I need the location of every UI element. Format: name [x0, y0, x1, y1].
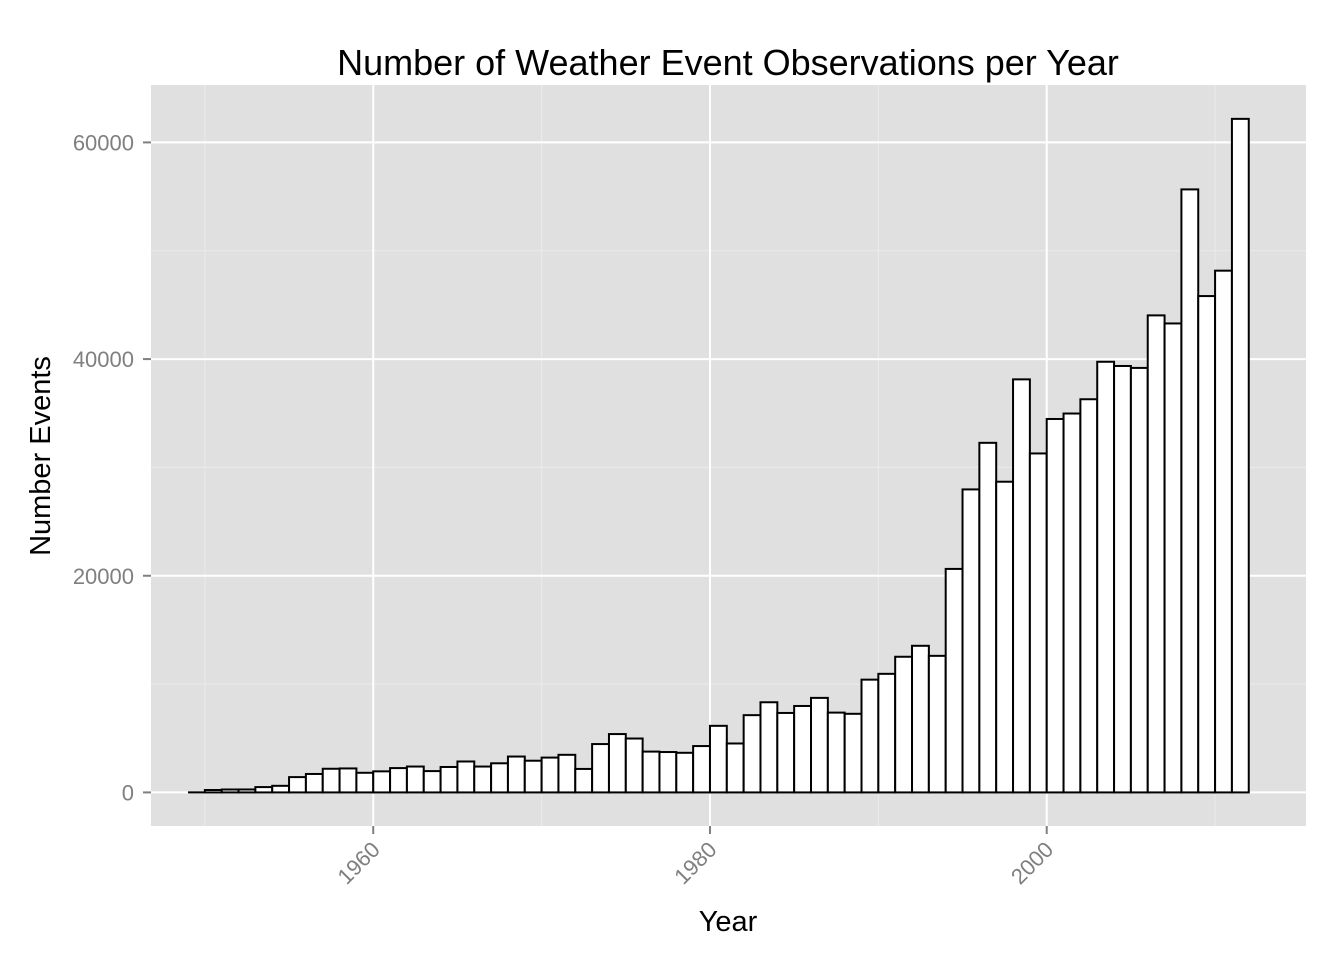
- bar-1966: [473, 765, 493, 794]
- bar-1962: [405, 765, 425, 794]
- bar-1957: [321, 767, 341, 794]
- x-tick-label: 1980: [669, 837, 721, 889]
- bar-2008: [1180, 188, 1200, 794]
- bar-1955: [288, 776, 307, 794]
- bar-1996: [978, 441, 998, 794]
- x-axis-title: Year: [699, 906, 758, 938]
- bar-1969: [523, 759, 543, 794]
- bar-1998: [1012, 378, 1031, 794]
- y-axis: 0 20000 40000 60000: [73, 130, 151, 805]
- bar-2005: [1129, 366, 1149, 794]
- bar-1991: [894, 655, 914, 794]
- bar-2010: [1214, 269, 1233, 794]
- bar-1979: [692, 745, 711, 794]
- bar-1995: [961, 488, 981, 794]
- y-tick-label: 60000: [73, 130, 134, 155]
- bar-2006: [1146, 314, 1166, 794]
- bar-1987: [826, 711, 846, 794]
- bar-1984: [776, 711, 796, 794]
- bar-1982: [742, 714, 762, 794]
- bar-2000: [1045, 417, 1065, 794]
- bar-1981: [725, 742, 745, 794]
- bar-1963: [422, 770, 442, 794]
- bar-1958: [338, 767, 358, 794]
- bar-1968: [506, 755, 526, 794]
- bar-1972: [574, 767, 594, 794]
- bar-1964: [439, 765, 459, 794]
- bar-1952: [237, 788, 257, 794]
- bar-1967: [490, 762, 509, 794]
- bar-1980: [708, 724, 728, 794]
- bar-1983: [759, 701, 779, 794]
- bar-1975: [624, 737, 644, 794]
- bar-1988: [843, 712, 863, 794]
- bar-1997: [995, 480, 1015, 794]
- bar-1951: [220, 788, 240, 794]
- x-tick-label: 2000: [1006, 837, 1058, 889]
- bar-1973: [591, 743, 610, 794]
- bar-1990: [877, 672, 897, 794]
- y-axis-title: Number Events: [25, 356, 57, 556]
- bar-1953: [254, 786, 274, 794]
- bar-1985: [793, 704, 813, 794]
- bar-1976: [641, 750, 661, 794]
- bar-1993: [927, 654, 947, 794]
- bar-1977: [658, 751, 678, 794]
- bar-1994: [944, 567, 964, 794]
- bars: [188, 117, 1250, 794]
- bar-2002: [1079, 398, 1099, 794]
- y-tick-label: 0: [122, 780, 134, 805]
- bar-1960: [372, 770, 392, 794]
- y-tick-label: 40000: [73, 347, 134, 372]
- bar-2007: [1163, 322, 1183, 794]
- bar-1950: [203, 789, 223, 794]
- bar-2011: [1230, 117, 1250, 794]
- bar-2009: [1197, 295, 1217, 794]
- bar-1999: [1028, 452, 1048, 794]
- bar-1956: [304, 772, 324, 794]
- bar-2003: [1096, 360, 1116, 794]
- bar-2001: [1062, 412, 1082, 794]
- bar-1961: [389, 767, 408, 794]
- x-tick-label: 1960: [332, 837, 384, 889]
- bar-1970: [540, 756, 560, 794]
- bar-1992: [911, 644, 930, 794]
- bar-1986: [810, 696, 829, 794]
- bar-1978: [675, 751, 695, 794]
- bar-1974: [607, 733, 627, 794]
- x-axis: 1960 1980 2000: [332, 826, 1058, 889]
- bar-1965: [456, 760, 476, 794]
- bar-1989: [860, 678, 880, 794]
- y-tick-label: 20000: [73, 564, 134, 589]
- bar-2004: [1113, 364, 1132, 794]
- chart-title: Number of Weather Event Observations per…: [337, 42, 1119, 83]
- bar-1954: [271, 784, 291, 794]
- bar-1959: [355, 771, 375, 794]
- bar-1971: [557, 753, 577, 794]
